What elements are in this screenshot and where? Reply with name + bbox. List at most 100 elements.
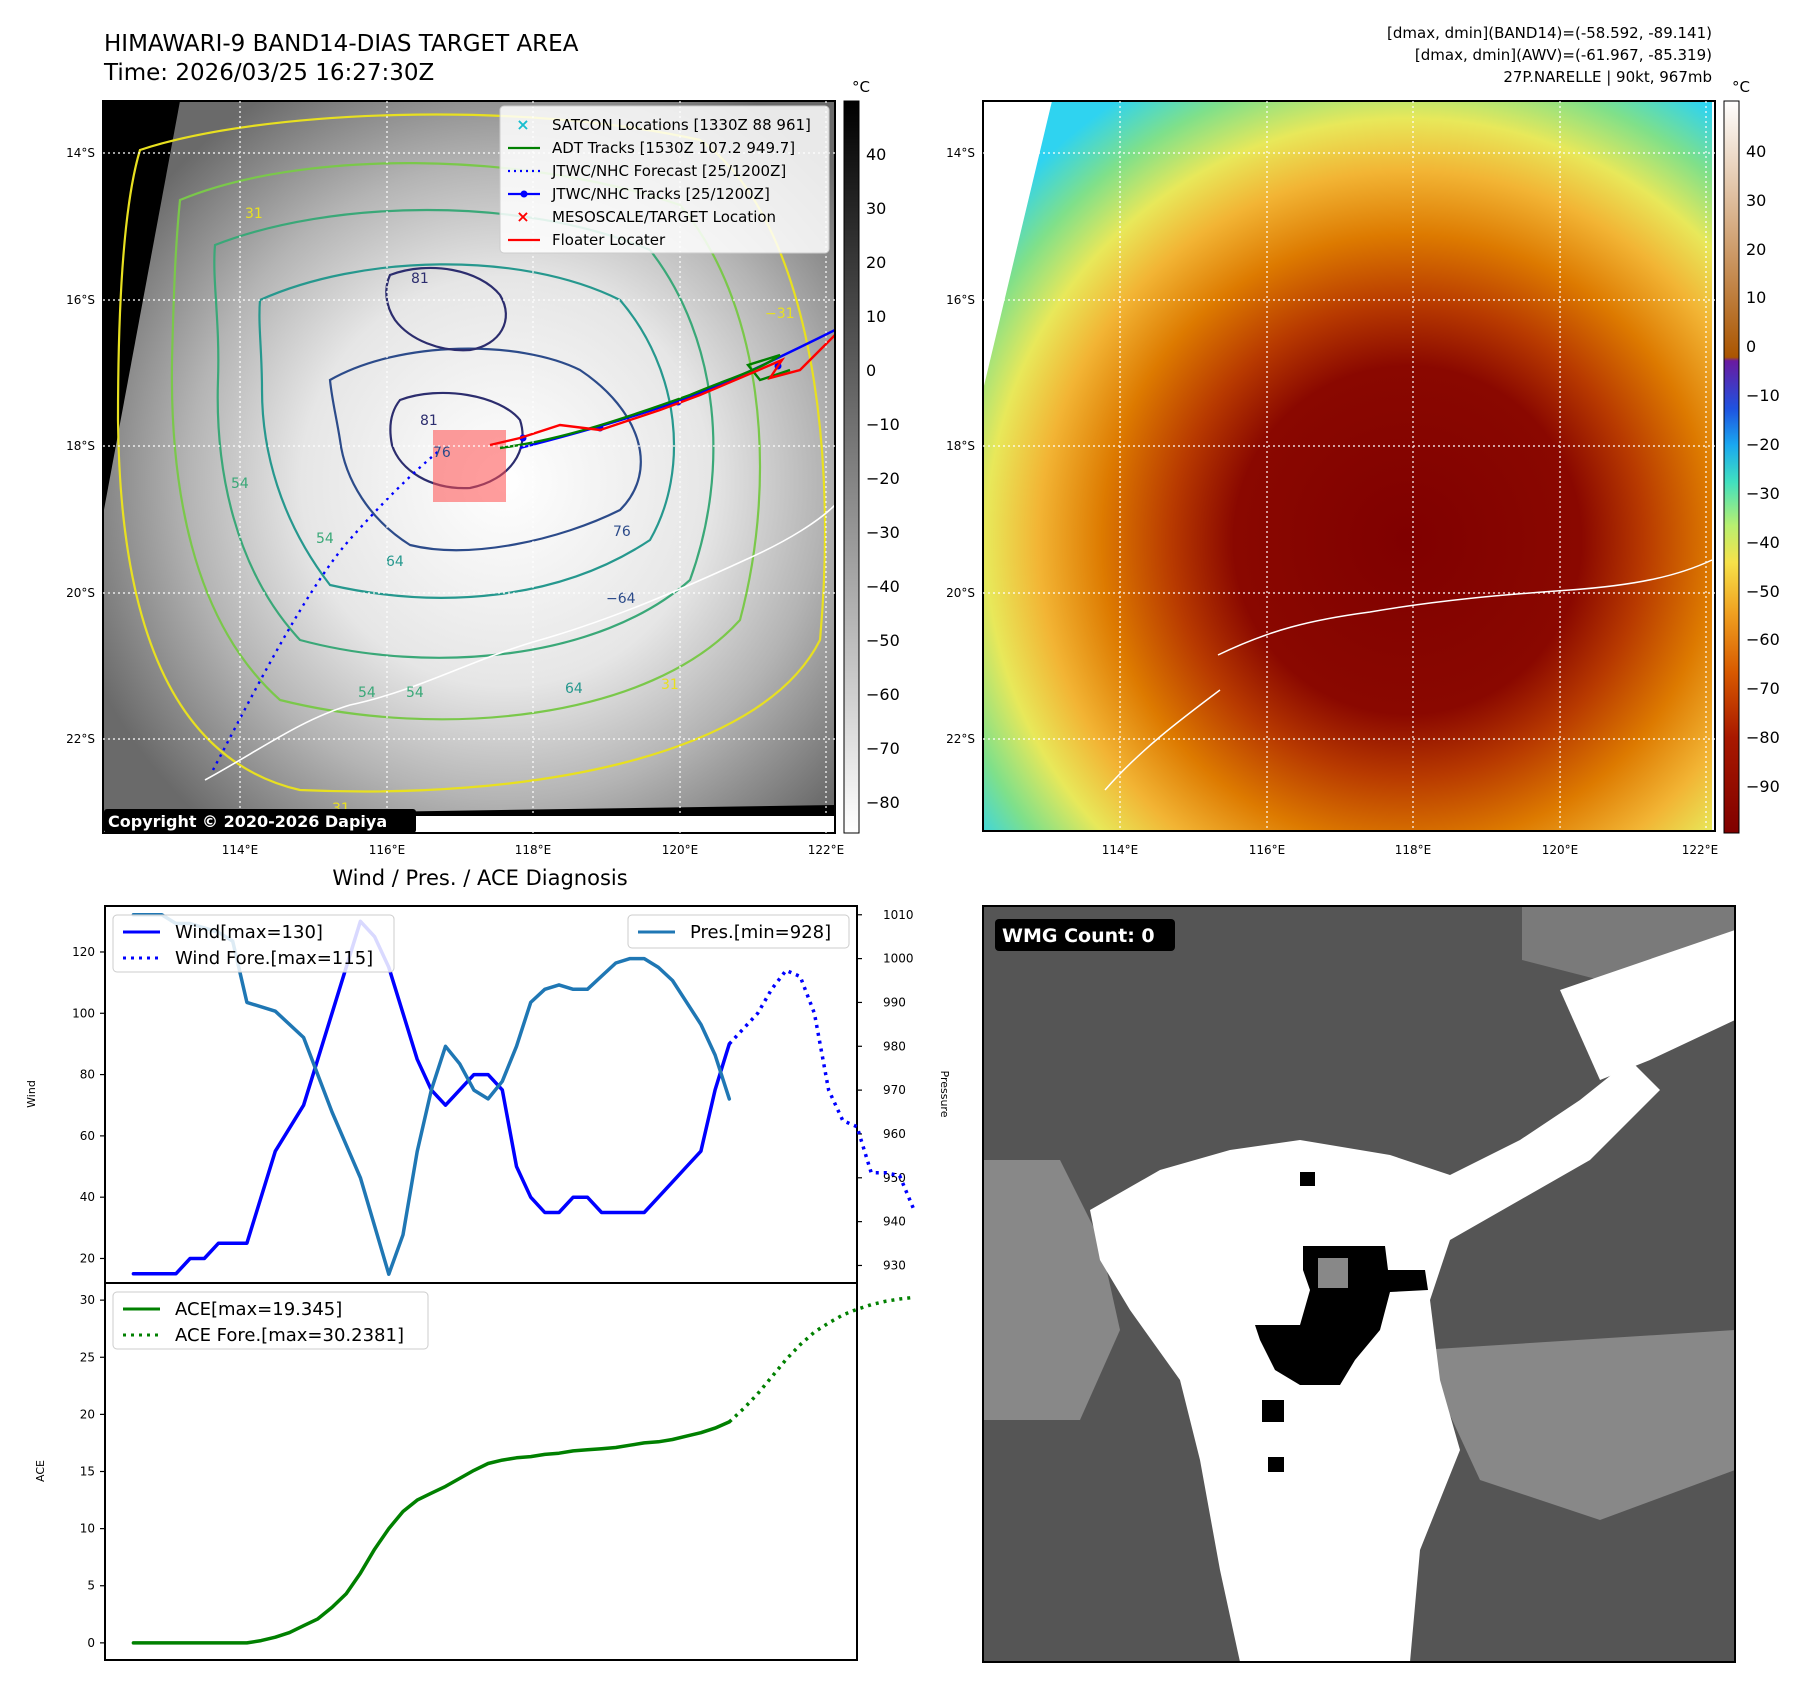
contour-label: 31 — [245, 206, 263, 222]
coastline — [1217, 559, 1713, 656]
awv-range: [dmax, dmin](AWV)=(-61.967, -85.319) — [1415, 46, 1712, 64]
band14-range: [dmax, dmin](BAND14)=(-58.592, -89.141) — [1387, 24, 1712, 42]
cbar-tick: −40 — [866, 577, 900, 596]
wmg-region — [1420, 1330, 1735, 1520]
cbar-tick: 20 — [866, 253, 886, 272]
chart-layer: 2040608010012093094095096097098099010001… — [72, 908, 916, 1650]
ace-axis-label: ACE — [34, 1460, 47, 1482]
contour-label: 54 — [316, 531, 334, 547]
jtwc-forecast-track — [211, 449, 441, 771]
ir-map-frame — [102, 100, 836, 834]
ir-color-image — [983, 101, 1715, 831]
series-line-1-0 — [131, 1420, 732, 1645]
legend-label: Pres.[min=928] — [690, 922, 831, 943]
track-dot-icon — [520, 190, 528, 198]
contour-labels: 81 81 76 76 64 64 54 54 54 54 31 31 31 −… — [231, 206, 795, 816]
satcon-x-icon: × — [516, 115, 529, 134]
cbar-gray — [843, 100, 860, 834]
mesoscale-target-box — [433, 430, 506, 502]
y-tick-label: 20 — [80, 1251, 95, 1265]
lon-label: 114°E — [1102, 843, 1139, 857]
contour-label: −31 — [765, 306, 795, 322]
diagnosis-title: Wind / Pres. / ACE Diagnosis — [332, 866, 627, 890]
pressure-axis-label: Pressure — [938, 1071, 951, 1118]
cbar-tick: −60 — [1746, 630, 1780, 649]
cbar-tick: −40 — [1746, 533, 1780, 552]
ir-lon-labels: 114°E 116°E 118°E 120°E 122°E — [222, 843, 845, 857]
wmg-coldest-spot — [1268, 1457, 1284, 1472]
wmg-count-badge — [995, 919, 1175, 951]
contour-label: 64 — [386, 554, 404, 570]
wmg-warm-spot — [1318, 1258, 1348, 1288]
wind-pres-legend-right: Pres.[min=928] — [627, 914, 850, 949]
lon-label: 116°E — [1249, 843, 1286, 857]
contour-label: 76 — [433, 445, 451, 461]
lat-label: 16°S — [946, 293, 975, 307]
contour-label: 31 — [661, 677, 679, 693]
cbar-tick: −70 — [866, 739, 900, 758]
y-tick-label: 100 — [72, 1006, 95, 1020]
lat-label: 20°S — [946, 586, 975, 600]
lon-label: 118°E — [1395, 843, 1432, 857]
contour-label: 54 — [406, 685, 424, 701]
contour-label: 81 — [420, 413, 438, 429]
contour-label: 64 — [565, 681, 583, 697]
cbar-tick: 0 — [1746, 337, 1756, 356]
legend-label: JTWC/NHC Forecast [25/1200Z] — [551, 162, 786, 180]
y-tick-label: 5 — [87, 1579, 95, 1593]
wind-pres-legend-left: Wind[max=130] Wind Fore.[max=115] — [112, 914, 395, 973]
wmg-region — [983, 1160, 1120, 1420]
cbar-tick: −60 — [866, 685, 900, 704]
cbar-tick: −90 — [1746, 777, 1780, 796]
cbar-tick: −80 — [866, 793, 900, 812]
lon-label: 116°E — [369, 843, 406, 857]
wmg-frame — [982, 905, 1736, 1663]
coastline — [1104, 689, 1221, 791]
y-right-tick-label: 1010 — [883, 908, 914, 922]
y-right-tick-label: 930 — [883, 1258, 906, 1272]
cbar-tick: 30 — [866, 199, 886, 218]
coastline — [204, 504, 835, 781]
storm-info: 27P.NARELLE | 90kt, 967mb — [1503, 68, 1712, 86]
wmg-coldest-spot — [1262, 1400, 1284, 1422]
cbar-color-unit: °C — [1732, 78, 1750, 96]
cbar-gray-ticks: 40 30 20 10 0 −10 −20 −30 −40 −50 −60 −7… — [866, 145, 900, 812]
wmg-coldest-spot — [1300, 1172, 1315, 1186]
figure-title: HIMAWARI-9 BAND14-DIAS TARGET AREA — [104, 31, 579, 57]
ir-lat-labels: 14°S 16°S 18°S 20°S 22°S — [66, 146, 95, 746]
ace-legend: ACE[max=19.345] ACE Fore.[max=30.2381] — [112, 1291, 429, 1350]
legend-label: ACE[max=19.345] — [175, 1299, 342, 1320]
cbar-tick: 20 — [1746, 240, 1766, 259]
cbar-tick: −30 — [866, 523, 900, 542]
y-tick-label: 10 — [80, 1522, 95, 1536]
lon-label: 120°E — [662, 843, 699, 857]
wmg-cold-region — [1090, 1060, 1660, 1662]
contour-label: 81 — [411, 271, 429, 287]
legend-label: ADT Tracks [1530Z 107.2 949.7] — [552, 139, 795, 157]
no-data-wedge — [983, 101, 1052, 390]
copyright-text: Copyright © 2020-2026 Dapiya — [108, 812, 387, 831]
wmg-coldest-region — [1255, 1246, 1428, 1385]
track-legend: × × SATCON Locations [1330Z 88 961] ADT … — [499, 105, 830, 254]
legend-label: Floater Locater — [552, 231, 666, 249]
series-line-1-1 — [728, 1295, 914, 1424]
lat-label: 22°S — [946, 732, 975, 746]
legend-label: SATCON Locations [1330Z 88 961] — [552, 116, 811, 134]
cbar-tick: 0 — [866, 361, 876, 380]
wmg-region — [1560, 930, 1735, 1080]
cbar-tick: 30 — [1746, 191, 1766, 210]
cbar-tick: −30 — [1746, 484, 1780, 503]
target-x-icon: × — [516, 207, 529, 226]
y-tick-label: 30 — [80, 1293, 95, 1307]
cbar-tick: −20 — [1746, 435, 1780, 454]
y-right-tick-label: 1000 — [883, 952, 914, 966]
cbar-tick: −50 — [866, 631, 900, 650]
wmg-panel — [983, 906, 1735, 1662]
adt-track — [499, 353, 791, 450]
legend-label: MESOSCALE/TARGET Location — [552, 208, 776, 226]
y-tick-label: 15 — [80, 1465, 95, 1479]
lat-label: 18°S — [946, 439, 975, 453]
wmg-count-text: WMG Count: 0 — [1002, 925, 1155, 947]
lon-label: 122°E — [1682, 843, 1719, 857]
